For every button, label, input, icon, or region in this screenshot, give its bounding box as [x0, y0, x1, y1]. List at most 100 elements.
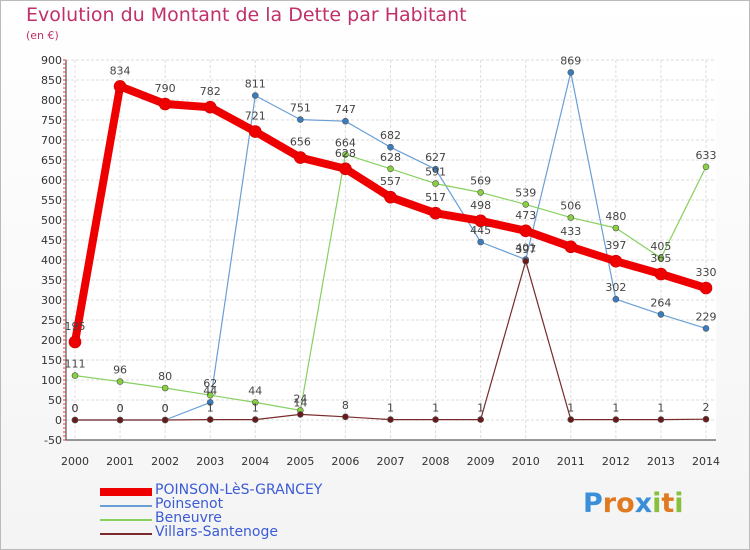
data-label: 682	[380, 129, 401, 142]
legend-swatch	[100, 519, 152, 521]
chart-subtitle: (en €)	[26, 29, 59, 42]
data-point	[477, 189, 484, 196]
logo-letter: o	[616, 488, 635, 519]
data-label: 1	[252, 402, 259, 415]
data-label: 14	[293, 396, 307, 409]
y-tick-label: 150	[41, 354, 62, 367]
data-point	[567, 416, 575, 423]
data-label: 44	[203, 384, 217, 397]
data-point	[612, 224, 620, 232]
data-label: 628	[380, 151, 401, 164]
x-tick-label: 2003	[196, 455, 224, 468]
data-label: 747	[335, 103, 356, 116]
data-label: 627	[425, 151, 446, 164]
data-point	[432, 416, 439, 423]
data-point	[116, 416, 124, 424]
data-label: 664	[335, 136, 356, 149]
logo-letter: i	[652, 488, 662, 519]
y-tick-label: 500	[41, 214, 62, 227]
data-label: 302	[605, 281, 626, 294]
x-tick-label: 2001	[106, 455, 134, 468]
data-label: 264	[650, 296, 671, 309]
data-label: 44	[248, 384, 262, 397]
x-tick-label: 2009	[467, 455, 495, 468]
data-label: 229	[696, 310, 717, 323]
data-label: 656	[290, 136, 311, 149]
data-point	[612, 295, 620, 303]
y-tick-label: 700	[41, 134, 62, 147]
data-label: 721	[245, 110, 266, 123]
data-label: 0	[117, 402, 124, 415]
logo-letter: i	[674, 488, 684, 519]
data-label: 80	[158, 370, 172, 383]
data-point	[564, 240, 578, 254]
data-point	[297, 116, 304, 123]
legend-label: Villars-Santenoge	[155, 524, 278, 540]
data-point	[657, 254, 665, 262]
data-point	[699, 281, 713, 295]
y-tick-label: 850	[41, 74, 62, 87]
data-label: 405	[650, 240, 671, 253]
data-label: 195	[65, 320, 86, 333]
x-tick-label: 2000	[61, 455, 89, 468]
data-label: 1	[477, 402, 484, 415]
data-point	[342, 151, 349, 158]
x-tick-label: 2011	[557, 455, 585, 468]
data-point	[206, 399, 214, 406]
data-point	[206, 416, 214, 423]
y-tick-label: 800	[41, 94, 62, 107]
data-label: 569	[470, 174, 491, 187]
legend-label: POINSON-LèS-GRANCEY	[155, 482, 323, 498]
data-label: 1	[657, 402, 664, 415]
y-tick-label: 200	[41, 334, 62, 347]
data-label: 445	[470, 224, 491, 237]
data-label: 0	[162, 402, 169, 415]
data-label: 506	[560, 200, 581, 213]
data-label: 8	[342, 399, 349, 412]
x-tick-label: 2002	[151, 455, 179, 468]
legend-label: Poinsenot	[155, 496, 224, 512]
x-tick-label: 2007	[377, 455, 405, 468]
data-point	[522, 257, 530, 265]
data-point	[654, 267, 668, 281]
y-tick-label: 250	[41, 314, 62, 327]
data-label: 1	[207, 402, 214, 415]
data-point	[161, 416, 169, 424]
x-tick-label: 2010	[512, 455, 540, 468]
data-label: 628	[335, 147, 356, 160]
x-tick-label: 2008	[422, 455, 450, 468]
data-point	[387, 416, 394, 423]
data-point	[116, 378, 124, 385]
x-tick-label: 2004	[241, 455, 269, 468]
data-label: 811	[245, 78, 266, 91]
y-tick-label: 0	[55, 414, 62, 427]
data-label: 397	[515, 243, 536, 256]
logo-letter: r	[602, 488, 617, 519]
data-label: 557	[380, 175, 401, 188]
data-point	[432, 180, 439, 187]
x-tick-label: 2005	[286, 455, 314, 468]
data-label: 401	[515, 242, 536, 255]
data-point	[387, 165, 394, 173]
data-label: 782	[200, 85, 221, 98]
data-point	[297, 411, 304, 418]
y-tick-label: -50	[44, 434, 62, 447]
data-point	[68, 335, 82, 349]
legend-swatch	[100, 488, 152, 496]
logo-letter: t	[661, 488, 675, 519]
data-point	[567, 69, 575, 76]
data-label: 0	[117, 402, 124, 415]
data-label: 111	[65, 358, 86, 371]
data-point	[657, 311, 665, 318]
y-tick-label: 300	[41, 294, 62, 307]
data-point	[71, 372, 79, 379]
data-point	[203, 100, 217, 114]
data-point	[251, 92, 259, 99]
data-label: 365	[650, 252, 671, 265]
data-label: 433	[560, 225, 581, 238]
y-tick-label: 50	[48, 394, 62, 407]
data-label: 24	[293, 392, 307, 405]
data-point	[612, 416, 620, 423]
data-point	[158, 97, 172, 111]
x-tick-label: 2013	[647, 455, 675, 468]
